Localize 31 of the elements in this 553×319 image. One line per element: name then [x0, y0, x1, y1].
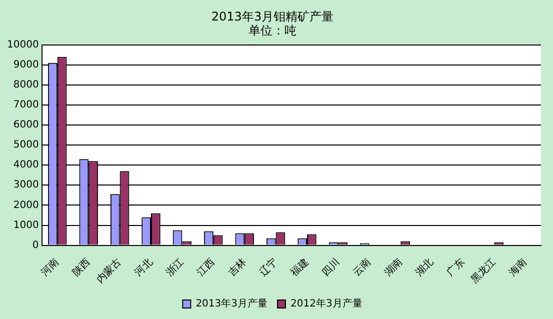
x-tick-label: 浙江	[164, 256, 186, 279]
y-tick-label: 8000	[13, 79, 39, 90]
y-tick-label: 9000	[13, 59, 39, 70]
y-tick-label: 0	[32, 240, 39, 251]
y-tick-label: 3000	[13, 180, 39, 191]
x-tick-label: 四川	[320, 256, 342, 279]
x-tick-label: 湖北	[413, 256, 436, 279]
y-tick-label: 5000	[13, 140, 39, 151]
x-tick-label: 河南	[38, 256, 62, 279]
y-tick-label: 7000	[13, 100, 39, 111]
x-tick-label: 湖南	[382, 256, 405, 279]
chart-title: 2013年3月钼精矿产量	[211, 9, 334, 24]
chart-subtitle: 单位：吨	[248, 24, 296, 38]
y-tick-label: 1000	[13, 220, 39, 231]
x-tick-label: 辽宁	[257, 256, 280, 279]
y-tick-label: 6000	[13, 120, 39, 131]
x-tick-label: 海南	[506, 256, 530, 279]
x-tick-label: 江西	[194, 256, 218, 279]
x-tick-label: 黑龙江	[468, 256, 498, 286]
y-tick-label: 10000	[7, 39, 39, 50]
x-tick-label: 福建	[288, 256, 311, 279]
x-tick-label: 内蒙古	[94, 256, 124, 286]
y-tick-label: 4000	[13, 160, 39, 171]
x-tick-label: 河北	[132, 256, 155, 279]
x-tick-label: 吉林	[226, 256, 249, 279]
x-tick-label: 陕西	[70, 256, 93, 279]
legend-label: 2012年3月产量	[290, 298, 362, 310]
legend-label: 2013年3月产量	[196, 298, 268, 310]
x-tick-label: 广东	[444, 256, 467, 279]
y-tick-label: 2000	[13, 200, 39, 211]
x-tick-label: 云南	[350, 256, 374, 279]
